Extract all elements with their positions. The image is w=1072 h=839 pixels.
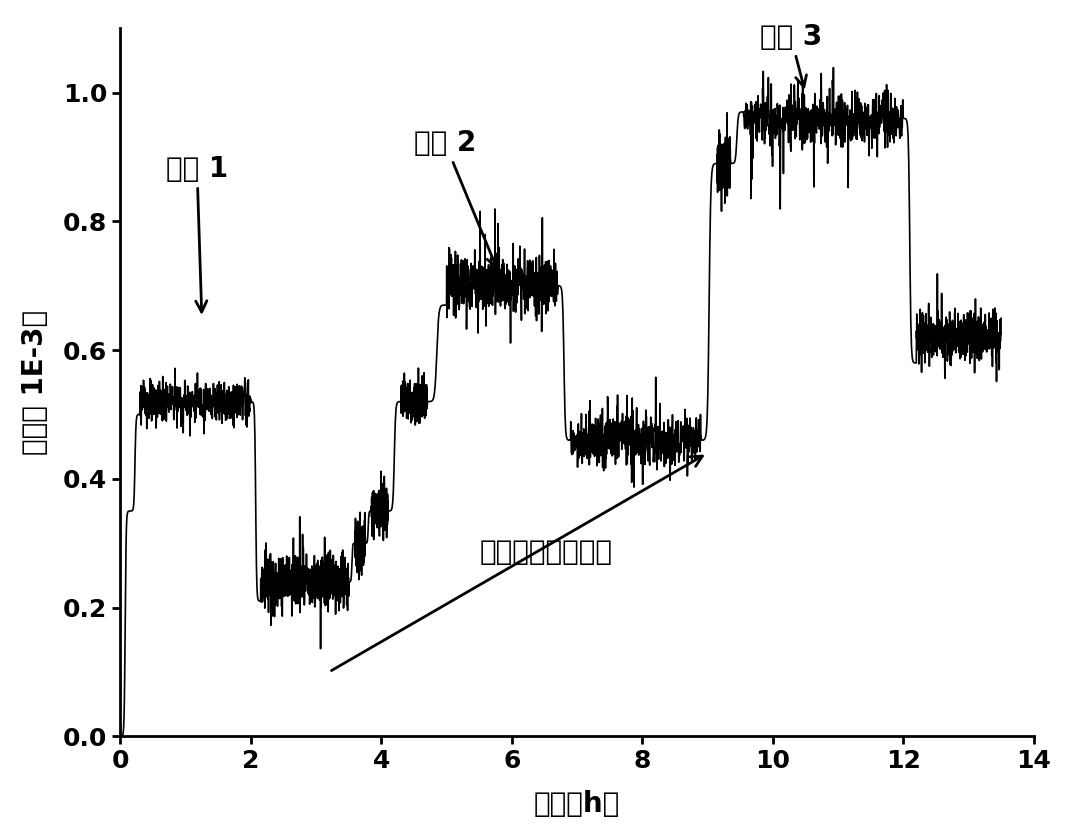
- Text: 循环 1: 循环 1: [166, 154, 228, 312]
- Y-axis label: 应变（ 1E-3）: 应变（ 1E-3）: [20, 310, 49, 455]
- Text: 循环 3: 循环 3: [760, 23, 822, 87]
- Text: 塑性变形逐渐增长: 塑性变形逐渐增长: [479, 538, 612, 565]
- X-axis label: 时间（h）: 时间（h）: [534, 790, 620, 818]
- Text: 循环 2: 循环 2: [414, 129, 497, 268]
